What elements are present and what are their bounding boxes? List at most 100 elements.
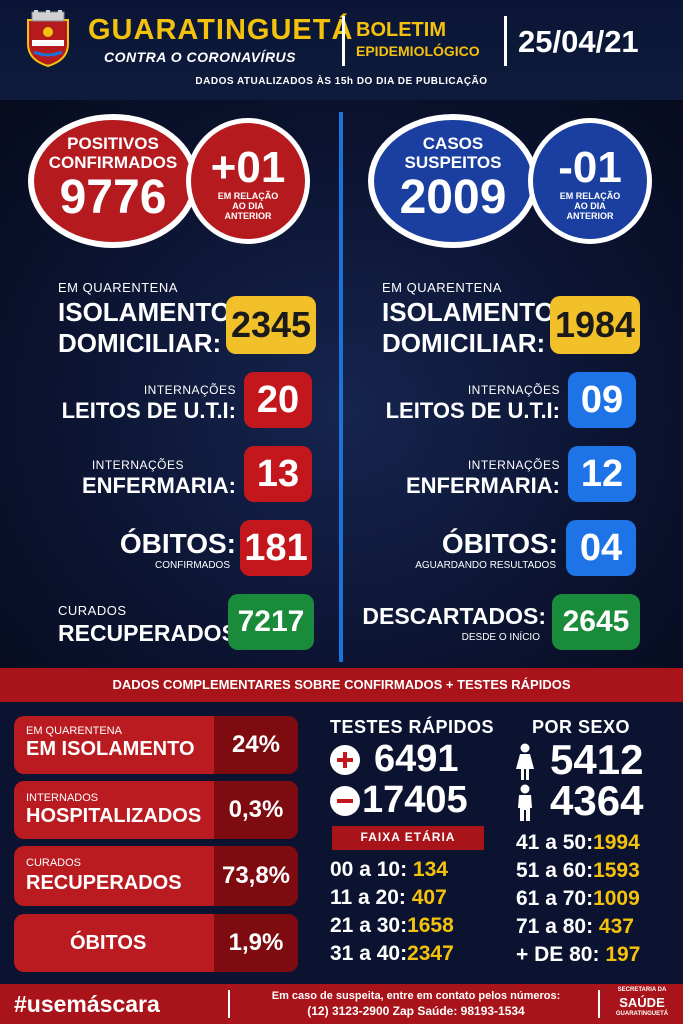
confirmed-quarantine-small: EM QUARENTENA xyxy=(58,280,178,295)
confirmed-ward-small: INTERNAÇÕES xyxy=(91,458,184,472)
footer-divider xyxy=(228,990,230,1018)
suspected-uti-big: LEITOS DE U.T.I: xyxy=(385,398,560,423)
city-subtitle: CONTRA O CORONAVÍRUS xyxy=(104,49,296,65)
age-title-bar xyxy=(332,826,484,850)
confirmed-quarantine-value: 2345 xyxy=(226,296,316,354)
center-divider xyxy=(339,112,343,662)
contact-line-2: (12) 3123-2900 Zap Saúde: 98193-1534 xyxy=(307,1004,525,1018)
delta-label-3: ANTERIOR xyxy=(566,211,614,221)
plus-icon xyxy=(330,745,360,775)
age-range: 00 a 10: xyxy=(330,858,408,881)
bulletin-date: 25/04/21 xyxy=(518,24,639,59)
age-row: 31 a 40:2347 xyxy=(330,942,454,966)
confirmed-quarantine-big-2: DOMICILIAR: xyxy=(58,328,222,358)
city-name: GUARATINGUETÁ xyxy=(88,14,354,46)
suspected-discarded-value: 2645 xyxy=(552,594,640,650)
suspected-quarantine-value: 1984 xyxy=(550,296,640,354)
suspected-discarded-big: DESCARTADOS: xyxy=(362,603,546,629)
pill-hospitalized: INTERNADOS HOSPITALIZADOS 0,3% xyxy=(14,781,298,839)
contact-line-1: Em caso de suspeita, entre em contato pe… xyxy=(271,990,561,1002)
confirmed-deaths-small: CONFIRMADOS xyxy=(155,560,230,571)
pill-value: 24% xyxy=(231,731,281,758)
age-value: 1994 xyxy=(593,831,640,854)
pill-value: 1,9% xyxy=(228,929,284,956)
delta-label-1: EM RELAÇÃO xyxy=(559,191,621,201)
tests-title: TESTES RÁPIDOS xyxy=(330,717,495,737)
suspected-quarantine-small: EM QUARENTENA xyxy=(382,280,502,295)
tests-positive: 6491 xyxy=(374,738,459,780)
header-divider xyxy=(504,16,507,66)
suspected-deaths-value: 04 xyxy=(566,520,636,576)
age-row: 71 a 80: 437 xyxy=(516,915,634,939)
age-row: 41 a 50:1994 xyxy=(516,831,640,855)
age-range: 61 a 70: xyxy=(516,887,594,910)
secretaria-line-1: SECRETARIA DA xyxy=(617,987,667,993)
suspected-uti-small: INTERNAÇÕES xyxy=(467,383,560,397)
pill-value-box xyxy=(214,846,298,906)
confirmed-cured-small: CURADOS xyxy=(58,603,127,618)
delta-label-3: ANTERIOR xyxy=(224,211,272,221)
suspected-delta: -01 xyxy=(558,143,622,192)
tests-negative: 17405 xyxy=(362,779,468,821)
delta-label-2: AO DIA xyxy=(232,201,264,211)
pill-value: 0,3% xyxy=(228,796,284,823)
pill-small-label: EM QUARENTENA xyxy=(26,725,122,737)
confirmed-delta: +01 xyxy=(210,143,286,192)
male-count: 4364 xyxy=(550,777,644,824)
suspected-quarantine-big-1: ISOLAMENTO xyxy=(382,297,555,327)
female-count: 5412 xyxy=(550,736,644,783)
header xyxy=(0,0,683,100)
pill-small-label: INTERNADOS xyxy=(26,792,99,804)
age-value: 197 xyxy=(605,943,641,966)
age-range: 41 a 50: xyxy=(516,831,594,854)
age-range: 51 a 60: xyxy=(516,859,594,882)
pill-big-label: RECUPERADOS xyxy=(26,872,182,894)
confirmed-uti-small: INTERNAÇÕES xyxy=(143,383,236,397)
pill-isolation: EM QUARENTENA EM ISOLAMENTO 24% xyxy=(14,716,298,774)
age-value: 437 xyxy=(598,915,634,938)
delta-label-1: EM RELAÇÃO xyxy=(217,191,279,201)
confirmed-ward-value: 13 xyxy=(244,446,312,502)
age-range: + DE 80: xyxy=(516,943,600,966)
age-row: + DE 80: 197 xyxy=(516,943,640,967)
confirmed-delta-circle: +01 EM RELAÇÃO AO DIA ANTERIOR xyxy=(186,118,310,244)
bulletin-title: BOLETIM xyxy=(356,19,446,41)
age-row: 51 a 60:1593 xyxy=(516,859,640,883)
age-row: 21 a 30:1658 xyxy=(330,914,454,938)
age-range: 71 a 80: xyxy=(516,915,594,938)
pill-deaths: ÓBITOS 1,9% xyxy=(14,914,298,972)
male-icon xyxy=(518,784,532,821)
age-value: 407 xyxy=(411,886,447,909)
suspected-delta-circle: -01 EM RELAÇÃO AO DIA ANTERIOR xyxy=(528,118,652,244)
pill-value-box xyxy=(214,716,298,774)
pill-big-label: EM ISOLAMENTO xyxy=(26,738,195,760)
pill-recovered: CURADOS RECUPERADOS 73,8% xyxy=(14,846,298,906)
suspected-label-2: SUSPEITOS xyxy=(404,153,502,172)
pill-big-label: HOSPITALIZADOS xyxy=(26,805,202,827)
age-range: 21 a 30: xyxy=(330,914,408,937)
age-value: 2347 xyxy=(407,942,454,965)
suspected-uti-value: 09 xyxy=(568,372,636,428)
confirmed-circle: POSITIVOS CONFIRMADOS 9776 xyxy=(28,114,198,248)
suspected-ward-big: ENFERMARIA: xyxy=(406,473,560,498)
updated-note: DADOS ATUALIZADOS ÀS 15h DO DIA DE PUBLI… xyxy=(195,76,488,87)
suspected-deaths-small: AGUARDANDO RESULTADOS xyxy=(415,560,556,571)
age-value: 134 xyxy=(412,858,448,881)
age-range: 11 a 20: xyxy=(330,886,406,909)
age-title: FAIXA ETÁRIA xyxy=(360,830,456,844)
age-range: 31 a 40: xyxy=(330,942,408,965)
female-icon xyxy=(516,743,534,780)
pill-value-box xyxy=(214,914,298,972)
suspected-discarded-small: DESDE O INÍCIO xyxy=(461,632,540,643)
age-row: 11 a 20: 407 xyxy=(330,886,447,910)
confirmed-cured-big: RECUPERADOS: xyxy=(58,620,245,646)
suspected-circle: CASOS SUSPEITOS 2009 xyxy=(368,114,538,248)
age-value: 1658 xyxy=(407,914,454,937)
confirmed-uti-big: LEITOS DE U.T.I: xyxy=(61,398,236,423)
pill-big-label: ÓBITOS xyxy=(70,932,147,954)
suspected-quarantine-big-2: DOMICILIAR: xyxy=(382,328,546,358)
pill-small-label: CURADOS xyxy=(26,857,82,869)
bulletin-subtitle: EPIDEMIOLÓGICO xyxy=(356,43,480,59)
confirmed-cured-value: 7217 xyxy=(228,594,314,650)
footer-divider xyxy=(598,990,600,1018)
